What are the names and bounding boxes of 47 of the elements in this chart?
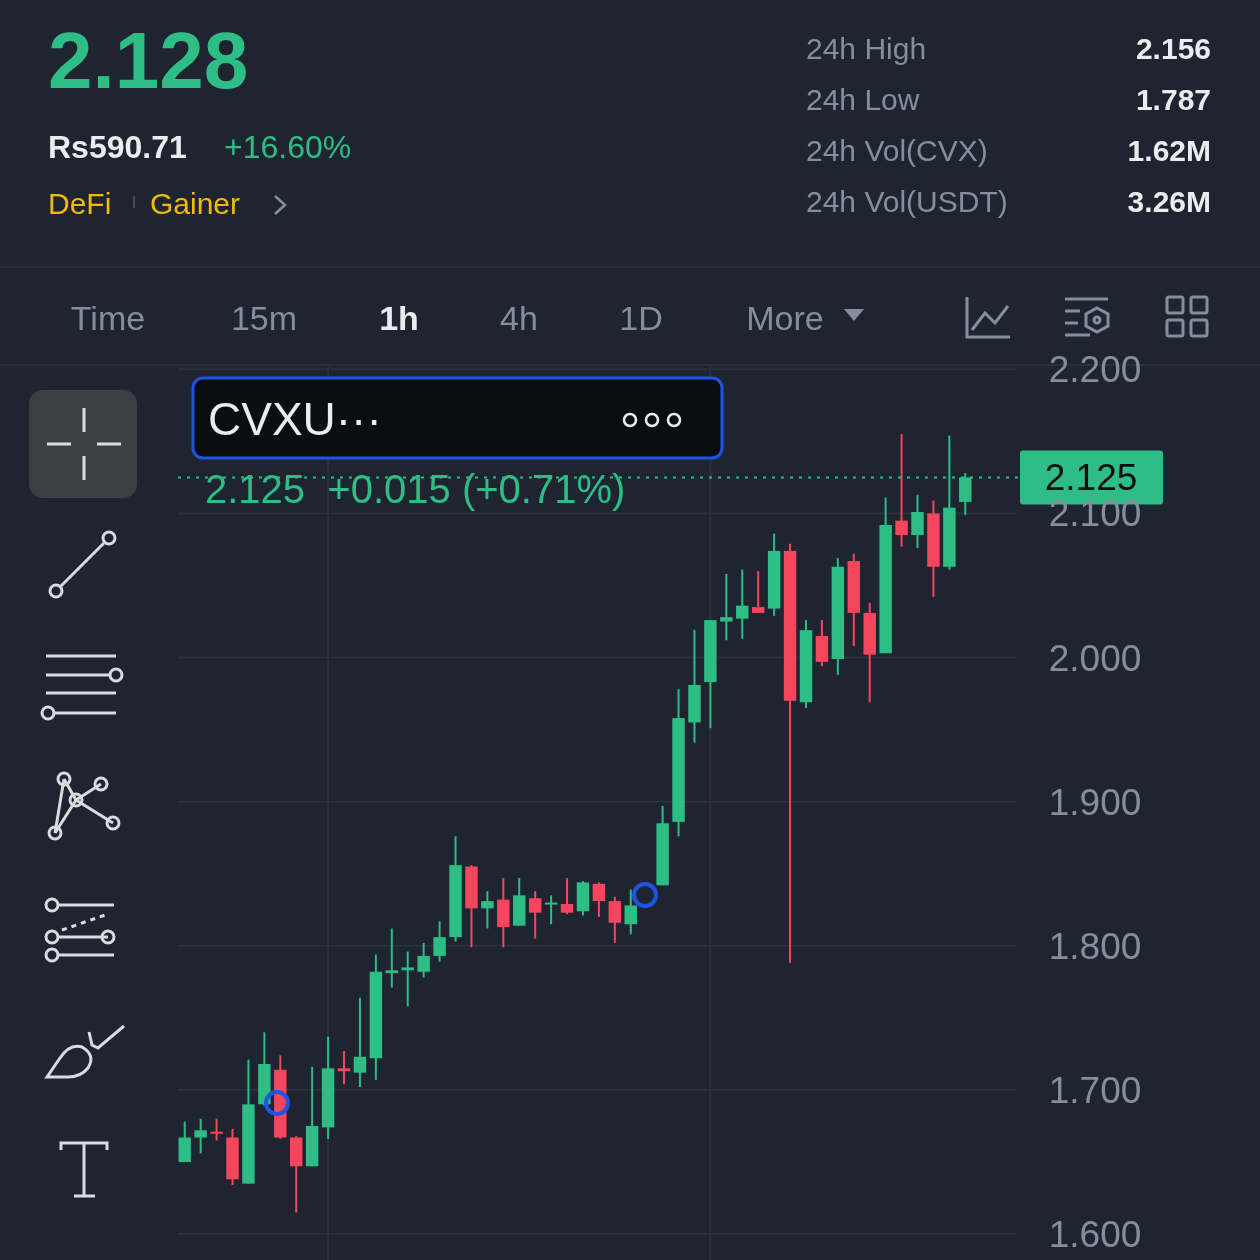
text: 3.26M	[1127, 185, 1211, 218]
candlestick	[736, 568, 749, 640]
candlestick	[608, 895, 622, 944]
y-tick-label: 1.600	[1048, 1214, 1142, 1256]
text: +16.60%	[224, 129, 352, 165]
y-tick-label: 1.900	[1048, 781, 1142, 823]
candlestick	[433, 920, 446, 963]
candlestick	[592, 881, 606, 918]
annotation: 2.125 +0.015 (+0.71%)	[205, 467, 626, 511]
text: 2.156	[1135, 32, 1211, 65]
text: Rs590.71	[48, 129, 187, 165]
text: 24h High	[806, 32, 927, 65]
y-tick-label: 2.200	[1048, 349, 1142, 391]
text: 1D	[619, 299, 663, 337]
candlestick	[353, 996, 367, 1089]
candlestick	[194, 1117, 207, 1155]
candlestick	[911, 493, 924, 550]
candlestick	[401, 950, 414, 1008]
candlestick	[895, 433, 908, 548]
text: Gainer	[150, 187, 241, 220]
text: 1.787	[1135, 83, 1211, 116]
text: 24h Vol(USDT)	[806, 185, 1008, 218]
text: 2.128	[48, 16, 249, 105]
text: 4h	[500, 299, 538, 337]
annotation: CVXU···	[208, 393, 382, 445]
candlestick	[560, 877, 574, 916]
candlestick	[210, 1117, 223, 1142]
text: More	[746, 299, 824, 337]
candlestick	[751, 570, 765, 614]
candlestick	[720, 572, 733, 642]
text: Time	[70, 299, 146, 337]
text: 24h Vol(CVX)	[806, 134, 988, 167]
candlestick	[417, 941, 430, 979]
candlestick	[528, 890, 542, 940]
candlestick	[385, 927, 399, 989]
text: 15m	[230, 299, 298, 337]
y-tick-label: 2.000	[1048, 637, 1142, 679]
candlestick	[481, 890, 494, 930]
text: 1.62M	[1127, 134, 1211, 167]
candlestick	[544, 894, 558, 926]
y-tick-label: 1.800	[1048, 925, 1142, 967]
y-tick-label: 1.700	[1048, 1069, 1142, 1111]
candlestick	[337, 1050, 351, 1086]
text: 24h Low	[806, 83, 920, 116]
text: DeFi	[48, 187, 112, 220]
candlestick	[624, 888, 637, 936]
text: 1h	[379, 299, 419, 337]
